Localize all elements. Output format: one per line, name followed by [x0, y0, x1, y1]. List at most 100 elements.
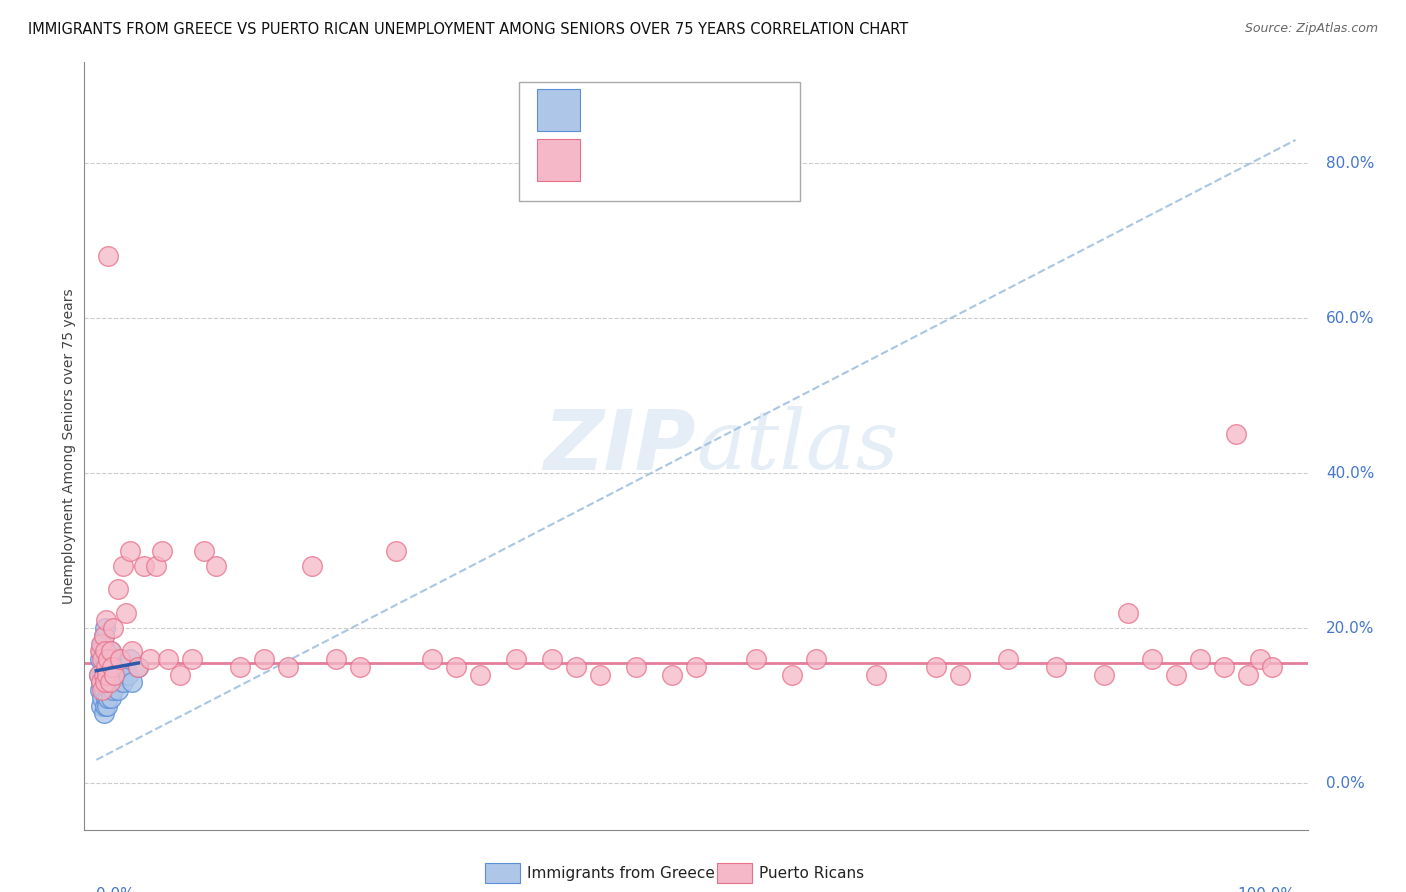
Point	[420, 652, 443, 666]
Text: 100.0%: 100.0%	[1237, 887, 1295, 892]
Point	[98, 683, 121, 698]
FancyBboxPatch shape	[519, 81, 800, 201]
Text: 60.0%: 60.0%	[1326, 310, 1375, 326]
Point	[101, 675, 124, 690]
Point	[745, 652, 768, 666]
Point	[94, 644, 117, 658]
Point	[91, 690, 114, 705]
Point	[565, 660, 588, 674]
Point	[104, 675, 127, 690]
Point	[87, 667, 110, 681]
Point	[1249, 652, 1271, 666]
Point	[139, 652, 162, 666]
Point	[97, 249, 120, 263]
Point	[90, 637, 112, 651]
Point	[101, 621, 124, 635]
Point	[96, 652, 118, 666]
Point	[277, 660, 299, 674]
Point	[780, 667, 803, 681]
Point	[157, 652, 180, 666]
Point	[444, 660, 467, 674]
Point	[97, 660, 120, 674]
Point	[89, 652, 111, 666]
Point	[89, 683, 111, 698]
Point	[1212, 660, 1234, 674]
Point	[253, 652, 276, 666]
Point	[1092, 667, 1115, 681]
Point	[107, 683, 129, 698]
Point	[127, 660, 149, 674]
Point	[385, 543, 408, 558]
Point	[925, 660, 948, 674]
Point	[145, 559, 167, 574]
Point	[93, 675, 117, 690]
Point	[100, 690, 122, 705]
Text: 0.0%: 0.0%	[97, 887, 135, 892]
Point	[169, 667, 191, 681]
Point	[1260, 660, 1282, 674]
Point	[105, 660, 128, 674]
Point	[468, 667, 491, 681]
Point	[91, 637, 114, 651]
Point	[118, 543, 141, 558]
Text: Puerto Ricans: Puerto Ricans	[759, 866, 865, 880]
Point	[96, 675, 118, 690]
Text: 40.0%: 40.0%	[1326, 466, 1374, 481]
Point	[94, 613, 117, 627]
Point	[93, 667, 115, 681]
Point	[93, 675, 117, 690]
Point	[1236, 667, 1258, 681]
Point	[93, 629, 115, 643]
Point	[110, 652, 132, 666]
Point	[101, 660, 124, 674]
Point	[110, 652, 132, 666]
Point	[90, 698, 112, 713]
Point	[117, 667, 139, 681]
Text: 0.0%: 0.0%	[1326, 775, 1365, 790]
Point	[97, 690, 120, 705]
Point	[100, 644, 122, 658]
Bar	[537, 89, 579, 131]
Text: R = 0.139   N = 43: R = 0.139 N = 43	[592, 101, 737, 116]
Point	[1225, 427, 1247, 442]
Point	[150, 543, 173, 558]
Point	[1116, 606, 1139, 620]
Point	[114, 660, 136, 674]
Point	[111, 559, 134, 574]
Point	[101, 683, 124, 698]
Point	[93, 621, 117, 635]
Point	[94, 667, 117, 681]
Point	[193, 543, 215, 558]
Point	[91, 652, 114, 666]
Text: IMMIGRANTS FROM GREECE VS PUERTO RICAN UNEMPLOYMENT AMONG SENIORS OVER 75 YEARS : IMMIGRANTS FROM GREECE VS PUERTO RICAN U…	[28, 22, 908, 37]
Point	[90, 675, 112, 690]
Point	[93, 629, 115, 643]
Point	[96, 667, 118, 681]
Bar	[537, 139, 579, 181]
Text: 20.0%: 20.0%	[1326, 621, 1374, 636]
Text: Source: ZipAtlas.com: Source: ZipAtlas.com	[1244, 22, 1378, 36]
Point	[100, 667, 122, 681]
Point	[949, 667, 972, 681]
Point	[121, 644, 143, 658]
Point	[91, 667, 114, 681]
Point	[93, 644, 117, 658]
Point	[89, 644, 111, 658]
Point	[325, 652, 347, 666]
Point	[127, 660, 149, 674]
Point	[107, 582, 129, 597]
Point	[1140, 652, 1163, 666]
Point	[108, 667, 131, 681]
Point	[93, 652, 117, 666]
Point	[1045, 660, 1067, 674]
Point	[541, 652, 564, 666]
Point	[103, 667, 125, 681]
Point	[1164, 667, 1187, 681]
Point	[93, 706, 115, 721]
Point	[94, 690, 117, 705]
Point	[93, 683, 115, 698]
Point	[121, 675, 143, 690]
Point	[118, 652, 141, 666]
Point	[94, 660, 117, 674]
Point	[804, 652, 827, 666]
